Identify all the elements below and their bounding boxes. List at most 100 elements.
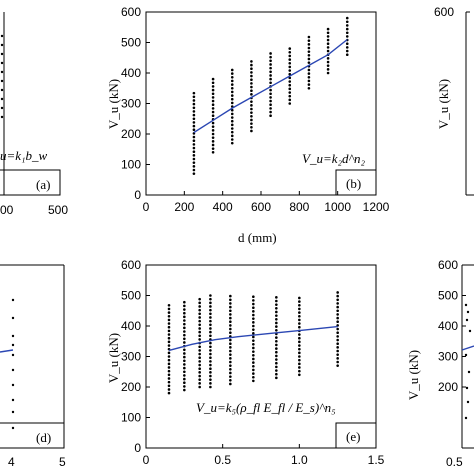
panel-e-point <box>336 342 339 345</box>
panel-e-point <box>209 327 212 330</box>
panel-e-point <box>183 370 186 374</box>
panel-e-point <box>198 371 201 374</box>
panel-e-point <box>183 355 186 359</box>
panel-e-point <box>198 323 201 327</box>
panel-e-frame <box>145 264 377 449</box>
panel-b-point <box>269 63 272 66</box>
panel-e-point <box>275 365 278 369</box>
panel-b-point <box>250 82 253 85</box>
panel-e-point <box>183 348 186 352</box>
panel-a: u=k₁b_w (a) 00 500 <box>0 12 68 217</box>
panel-e-point <box>275 296 278 299</box>
panel-b-point <box>307 43 311 46</box>
panel-b-point <box>230 86 234 90</box>
panel-e-point <box>209 363 212 367</box>
panel-e-point <box>209 312 212 316</box>
panel-f-point <box>464 303 468 307</box>
panel-b-point <box>250 107 253 111</box>
panel-e-point <box>229 378 232 382</box>
panel-b-ytick-label: 500 <box>121 36 141 50</box>
panel-e-point <box>229 346 232 349</box>
panel-e-point <box>167 314 171 318</box>
panel-f-ylabel: V_u (kN) <box>406 350 421 400</box>
panel-b-point <box>250 115 253 118</box>
panel-e-letter-box <box>335 422 377 449</box>
panel-b-point <box>269 55 272 59</box>
panel-e-ytick-label: 100 <box>121 411 141 425</box>
panel-b-point <box>269 66 272 70</box>
panel-a-point <box>0 52 4 56</box>
panel-e-point <box>183 374 186 377</box>
panel-d-letter-box <box>0 422 65 449</box>
panel-e-point <box>275 339 278 343</box>
panel-b-letter-box <box>335 169 377 196</box>
panel-e-point <box>167 311 171 314</box>
panel-e-point <box>275 350 278 354</box>
panel-e-point <box>198 345 201 349</box>
panel-b-point <box>192 165 196 168</box>
panel-b-ytick-label: 0 <box>134 188 141 202</box>
panel-f-xtick-0: 0.5 <box>446 455 463 469</box>
panel-b-point <box>326 68 330 71</box>
panel-e-point <box>275 372 278 376</box>
panel-f: 600 500 400 300 200 V_u (kN) 0.5 <box>406 258 474 469</box>
panel-e-ytick-label: 300 <box>121 350 141 364</box>
panel-d: (d) 4 5 <box>0 264 66 469</box>
panel-f-point <box>465 318 469 322</box>
panel-e-point <box>229 338 232 342</box>
panel-d-xtick-0: 4 <box>8 455 15 469</box>
panel-b-point <box>250 111 253 114</box>
panel-e-point <box>167 336 171 340</box>
panel-b-point <box>192 99 196 102</box>
panel-a-point <box>0 106 4 110</box>
panel-e-point <box>229 368 232 371</box>
panel-b-point <box>269 107 272 110</box>
panel-e-point <box>198 367 201 371</box>
panel-b-point <box>288 54 292 58</box>
panel-f-point <box>464 416 468 420</box>
panel-e-point <box>275 358 278 361</box>
panel-e-point <box>336 360 339 364</box>
panel-b-point <box>326 31 330 35</box>
panel-b-point <box>192 95 196 99</box>
panel-e-point <box>252 346 255 350</box>
panel-e-point <box>229 305 232 309</box>
panel-e-point <box>252 357 255 361</box>
panel-e-point <box>229 382 232 386</box>
panel-b-point <box>211 136 215 139</box>
panel-e-point <box>336 294 339 298</box>
panel-e-point <box>252 343 255 346</box>
panel-b-point <box>326 57 330 60</box>
panel-e-ytick-label: 200 <box>121 380 141 394</box>
panel-e-point <box>229 294 232 298</box>
panel-b-point <box>211 88 215 92</box>
panel-b-point <box>307 68 311 72</box>
panel-e-point <box>167 351 171 355</box>
panel-e-point <box>252 302 255 306</box>
panel-b-point <box>211 103 215 107</box>
panel-b-point <box>230 94 234 97</box>
panel-b-point <box>288 87 292 91</box>
panel-b-point <box>211 132 215 136</box>
panel-f-point <box>464 353 468 357</box>
panel-b-point <box>192 135 196 139</box>
panel-b-point <box>269 92 272 96</box>
panel-e-point <box>275 307 278 310</box>
panel-e-point <box>167 384 171 388</box>
panel-b-point <box>192 154 196 157</box>
panel-e-point <box>209 308 212 312</box>
panel-e-point <box>298 314 301 318</box>
panel-e-point <box>336 364 339 367</box>
panel-d-point <box>11 316 15 320</box>
panel-e-point <box>252 299 255 302</box>
panel-e-point <box>336 298 339 302</box>
panel-e-point <box>183 319 186 322</box>
panel-b-point <box>192 106 196 110</box>
panel-e-point <box>167 377 171 380</box>
panel-e-point <box>198 374 201 378</box>
panel-b-point <box>307 72 311 75</box>
panel-a-point <box>0 79 4 83</box>
panel-e-point <box>209 360 212 363</box>
panel-e-point <box>183 315 186 319</box>
panel-b-point <box>211 121 215 125</box>
